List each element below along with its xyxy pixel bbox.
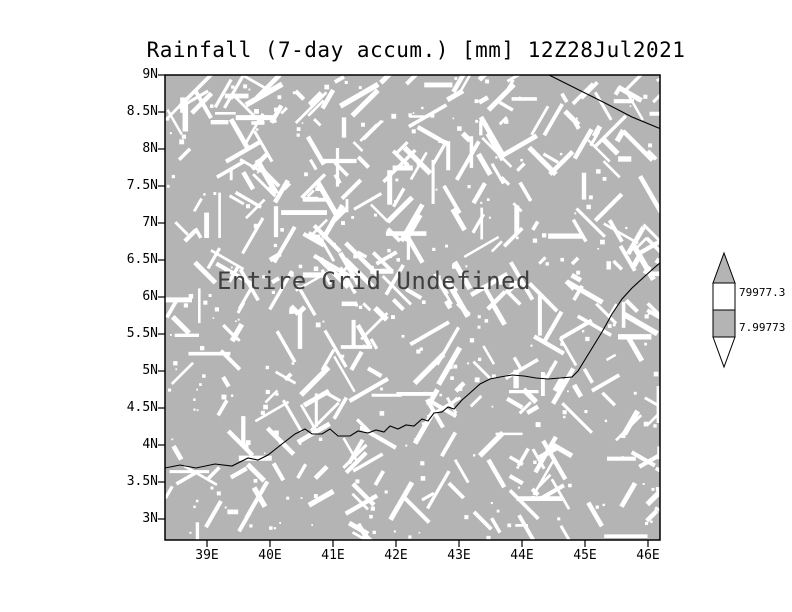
- colorbar: [712, 251, 736, 369]
- y-tick-label: 8N: [142, 141, 158, 156]
- colorbar-band-lower: [712, 309, 736, 338]
- x-tick-label: 39E: [195, 548, 219, 563]
- y-tick-label: 5.5N: [126, 326, 158, 341]
- x-tick-label: 43E: [447, 548, 471, 563]
- coastline-main: [165, 262, 660, 469]
- x-tick-label: 40E: [258, 548, 282, 563]
- speckle-texture: [165, 75, 660, 540]
- y-tick-label: 6.5N: [126, 252, 158, 267]
- coastlines: [165, 75, 660, 469]
- colorbar-bottom-arrow: [712, 336, 736, 369]
- y-tick-label: 7.5N: [126, 178, 158, 193]
- colorbar-label-min: 7.99773: [739, 321, 786, 334]
- x-tick-label: 41E: [321, 548, 345, 563]
- x-tick-label: 45E: [573, 548, 597, 563]
- chart-title: Rainfall (7-day accum.) [mm] 12Z28Jul202…: [146, 38, 686, 62]
- undefined-grid-label: Entire Grid Undefined: [217, 267, 531, 295]
- colorbar-label-max: 79977.3: [739, 286, 786, 299]
- x-tick-label: 46E: [636, 548, 660, 563]
- y-tick-label: 5N: [142, 363, 158, 378]
- y-tick-label: 4N: [142, 437, 158, 452]
- coastline-northeast: [548, 75, 660, 130]
- axis-ticks: [158, 74, 649, 547]
- y-tick-label: 8.5N: [126, 104, 158, 119]
- plot-border: [164, 74, 661, 541]
- y-tick-label: 3N: [142, 511, 158, 526]
- colorbar-band-upper: [712, 282, 736, 311]
- y-tick-label: 9N: [142, 67, 158, 82]
- colorbar-top-arrow: [712, 251, 736, 284]
- y-tick-label: 6N: [142, 289, 158, 304]
- x-tick-label: 44E: [510, 548, 534, 563]
- y-tick-label: 4.5N: [126, 400, 158, 415]
- y-tick-label: 7N: [142, 215, 158, 230]
- y-tick-label: 3.5N: [126, 474, 158, 489]
- x-tick-label: 42E: [384, 548, 408, 563]
